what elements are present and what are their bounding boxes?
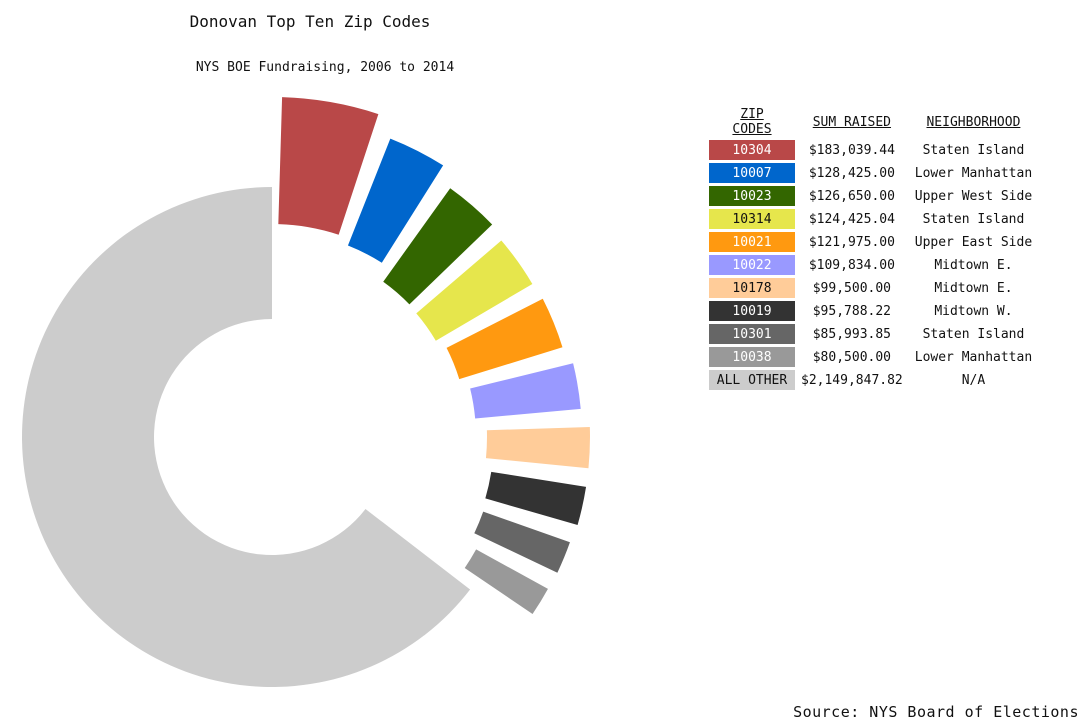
chart-title: Donovan Top Ten Zip Codes [189, 12, 431, 31]
legend-sum: $109,834.00 [808, 257, 895, 273]
legend-row: 10178 $99,500.00 Midtown E. [709, 278, 1038, 298]
slice-all-other [22, 187, 471, 687]
legend-sum: $85,993.85 [812, 326, 892, 342]
legend-header-neighborhood: NEIGHBORHOOD [926, 114, 1021, 130]
slice-10007 [347, 138, 444, 263]
legend-neighborhood: Midtown W. [934, 303, 1013, 319]
legend-zip: 10007 [709, 163, 795, 183]
legend-zip: 10038 [709, 347, 795, 367]
slice-10304 [278, 97, 379, 235]
slice-10178 [485, 427, 590, 469]
legend-row: 10007 $128,425.00 Lower Manhattan [709, 163, 1038, 183]
legend-header-zip: ZIP CODES [732, 107, 772, 137]
legend-zip: 10314 [709, 209, 795, 229]
legend-zip: 10301 [709, 324, 795, 344]
legend-sum: $99,500.00 [812, 280, 892, 296]
legend-row: 10022 $109,834.00 Midtown E. [709, 255, 1038, 275]
legend-neighborhood: Lower Manhattan [914, 349, 1033, 365]
legend-neighborhood: Staten Island [922, 211, 1025, 227]
legend-zip: 10019 [709, 301, 795, 321]
slice-10022 [470, 363, 581, 419]
legend-sum: $2,149,847.82 [801, 372, 903, 388]
legend-sum: $126,650.00 [808, 188, 895, 204]
legend-table: ZIP CODES SUM RAISED NEIGHBORHOOD 10304 $… [709, 104, 1038, 393]
slice-10038 [464, 549, 548, 615]
legend-sum: $183,039.44 [808, 142, 895, 158]
slice-10301 [474, 511, 570, 573]
legend-sum: $128,425.00 [808, 165, 895, 181]
legend-row: ALL OTHER $2,149,847.82 N/A [709, 370, 1038, 390]
legend-neighborhood: Midtown E. [934, 257, 1013, 273]
source-note: Source: NYS Board of Elections [793, 703, 1079, 721]
legend-sum: $95,788.22 [812, 303, 892, 319]
legend-header-sum: SUM RAISED [812, 114, 892, 130]
legend-zip: ALL OTHER [709, 370, 795, 390]
legend-row: 10304 $183,039.44 Staten Island [709, 140, 1038, 160]
slice-10021 [446, 298, 563, 380]
legend-row: 10023 $126,650.00 Upper West Side [709, 186, 1038, 206]
legend-zip: 10023 [709, 186, 795, 206]
chart-subtitle: NYS BOE Fundraising, 2006 to 2014 [195, 60, 455, 75]
legend-neighborhood: Lower Manhattan [914, 165, 1033, 181]
legend-row: 10019 $95,788.22 Midtown W. [709, 301, 1038, 321]
legend-zip: 10022 [709, 255, 795, 275]
legend-body: 10304 $183,039.44 Staten Island 10007 $128,4… [709, 140, 1038, 390]
legend-zip: 10304 [709, 140, 795, 160]
legend-row: 10021 $121,975.00 Upper East Side [709, 232, 1038, 252]
legend-zip: 10021 [709, 232, 795, 252]
legend-neighborhood: Midtown E. [934, 280, 1013, 296]
legend-neighborhood: Upper East Side [914, 234, 1033, 250]
legend-neighborhood: N/A [961, 372, 986, 388]
legend-row: 10314 $124,425.04 Staten Island [709, 209, 1038, 229]
legend-neighborhood: Staten Island [922, 142, 1025, 158]
legend-sum: $80,500.00 [812, 349, 892, 365]
legend-zip: 10178 [709, 278, 795, 298]
legend-sum: $121,975.00 [808, 234, 895, 250]
legend-sum: $124,425.04 [808, 211, 895, 227]
slice-10314 [416, 240, 533, 341]
legend-neighborhood: Upper West Side [914, 188, 1033, 204]
legend-row: 10301 $85,993.85 Staten Island [709, 324, 1038, 344]
legend-row: 10038 $80,500.00 Lower Manhattan [709, 347, 1038, 367]
slice-10019 [485, 471, 587, 525]
slice-10023 [383, 188, 493, 305]
legend-neighborhood: Staten Island [922, 326, 1025, 342]
legend-header-row: ZIP CODES SUM RAISED NEIGHBORHOOD [709, 107, 1038, 137]
